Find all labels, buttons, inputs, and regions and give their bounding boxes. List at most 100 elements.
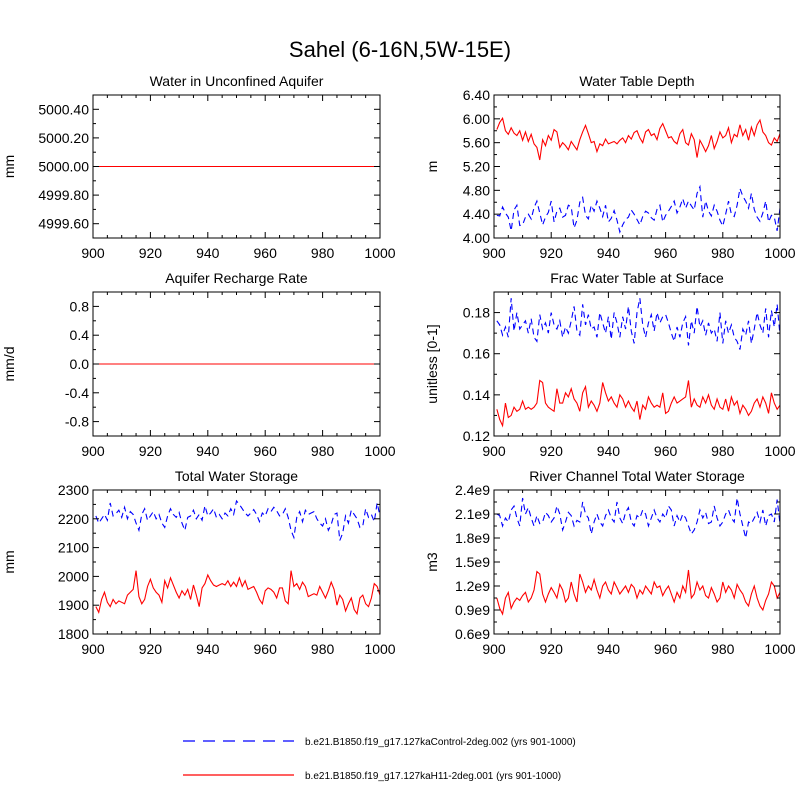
panel-5-ytick-label: 2100 [58, 540, 89, 556]
panel-4-ytick-label: 0.12 [463, 428, 490, 444]
panel-5-title: Total Water Storage [175, 468, 298, 484]
panel-5-xtick-label: 940 [196, 641, 220, 657]
panel-6-ytick-label: 2.4e9 [455, 482, 490, 498]
panel-4-line-h11 [496, 379, 780, 428]
panel-4-xtick-label: 940 [597, 443, 621, 459]
panel-3-ytick-label: 0.0 [70, 356, 90, 372]
panel-6-xtick-label: 940 [597, 641, 621, 657]
panel-4-xtick-label: 900 [482, 443, 506, 459]
panel-3-ytick-label: -0.4 [65, 385, 89, 401]
panel-5: Total Water Storage 900 920 940 960 980 1000 18… [1, 468, 396, 657]
panel-2-xtick-label: 920 [540, 245, 564, 261]
panel-2-line-control [496, 184, 780, 234]
panel-1-ytick-label: 4999.80 [38, 187, 89, 203]
panel-6-ytick-label: 1.5e9 [455, 554, 490, 570]
panel-1-title: Water in Unconfined Aquifer [150, 73, 324, 89]
panel-1-ylabel: mm [1, 155, 17, 178]
panel-4-ytick-label: 0.18 [463, 305, 490, 321]
panel-1: Water in Unconfined Aquifer 900 920 940 960 9… [1, 73, 396, 261]
panel-2: Water Table Depth 900 920 940 960 980 1000 4.00… [424, 73, 796, 261]
panel-2-ytick-label: 6.00 [463, 111, 490, 127]
panel-5-ytick-label: 1800 [58, 626, 89, 642]
panel-4-ytick-label: 0.14 [463, 387, 490, 403]
panel-3-xtick-label: 900 [81, 443, 105, 459]
panel-5-ytick-label: 2300 [58, 482, 89, 498]
panel-2-ytick-label: 5.60 [463, 135, 490, 151]
panel-2-ylabel: m [424, 161, 440, 173]
panel-4: Frac Water Table at Surface 900 920 940 960 9… [424, 270, 796, 459]
panel-2-xtick-label: 980 [711, 245, 735, 261]
panel-4-line-control [496, 298, 780, 350]
panel-5-xtick-label: 900 [81, 641, 105, 657]
panel-3: Aquifer Recharge Rate 900 920 940 960 980 1000… [1, 270, 396, 459]
panel-4-ytick-label: 0.16 [463, 346, 490, 362]
panel-5-ytick-label: 2000 [58, 568, 89, 584]
panel-3-xtick-label: 1000 [364, 443, 395, 459]
panel-5-ytick-label: 1900 [58, 597, 89, 613]
panel-4-title: Frac Water Table at Surface [550, 270, 724, 286]
panel-3-ytick-label: 0.4 [70, 327, 90, 343]
panel-2-series [496, 116, 780, 234]
panel-3-ytick-label: -0.8 [65, 414, 89, 430]
panel-5-series [95, 499, 380, 616]
panel-2-xtick-label: 1000 [764, 245, 795, 261]
panel-1-ytick-label: 5000.20 [38, 130, 89, 146]
legend-control-label: b.e21.B1850.f19_g17.127kaControl-2deg.00… [305, 737, 576, 748]
panel-2-ytick-label: 4.80 [463, 182, 490, 198]
panel-2-ytick-label: 4.00 [463, 230, 490, 246]
panel-6-series [496, 497, 780, 616]
panel-6-xtick-label: 900 [482, 641, 506, 657]
panel-2-frame [493, 94, 781, 239]
panel-2-ytick-label: 5.20 [463, 159, 490, 175]
panels: Water in Unconfined Aquifer 900 920 940 960 9… [1, 73, 796, 657]
legend: b.e21.B1850.f19_g17.127kaControl-2deg.00… [183, 737, 576, 782]
panel-3-xtick-label: 980 [311, 443, 335, 459]
panel-3-ytick-label: 0.8 [70, 298, 90, 314]
panel-5-xtick-label: 920 [139, 641, 163, 657]
panel-1-xtick-label: 900 [81, 245, 105, 261]
panel-1-ytick-label: 5000.00 [38, 159, 89, 175]
panel-4-xtick-label: 980 [711, 443, 735, 459]
panel-6-line-control [496, 497, 780, 539]
panel-6-ylabel: m3 [424, 552, 440, 572]
panel-6-ytick-label: 0.9e9 [455, 602, 490, 618]
panel-1-ytick-label: 4999.60 [38, 216, 89, 232]
panel-1-xtick-label: 960 [254, 245, 278, 261]
panel-2-xtick-label: 940 [597, 245, 621, 261]
panel-5-line-control [95, 499, 380, 541]
panel-3-ylabel: mm/d [1, 347, 17, 382]
panel-2-xtick-label: 900 [482, 245, 506, 261]
panel-2-ytick-label: 6.40 [463, 87, 490, 103]
panel-6-xtick-label: 1000 [764, 641, 795, 657]
panel-5-ylabel: mm [1, 550, 17, 573]
panel-2-line-h11 [496, 116, 780, 161]
panel-3-xtick-label: 940 [196, 443, 220, 459]
panel-6-xtick-label: 920 [540, 641, 564, 657]
panel-6: River Channel Total Water Storage 900 920 9… [424, 468, 796, 657]
panel-6-xtick-label: 980 [711, 641, 735, 657]
panel-2-ytick-label: 4.40 [463, 206, 490, 222]
panel-6-title: River Channel Total Water Storage [529, 468, 745, 484]
panel-3-title: Aquifer Recharge Rate [165, 270, 308, 286]
panel-5-ytick-label: 2200 [58, 511, 89, 527]
panel-6-ytick-label: 0.6e9 [455, 626, 490, 642]
panel-5-xtick-label: 1000 [364, 641, 395, 657]
panel-4-xtick-label: 1000 [764, 443, 795, 459]
panel-6-xtick-label: 960 [654, 641, 678, 657]
panel-5-xtick-label: 980 [311, 641, 335, 657]
panel-5-frame [92, 489, 381, 635]
figure-title: Sahel (6-16N,5W-15E) [289, 37, 511, 62]
panel-6-line-h11 [496, 569, 780, 616]
panel-6-ytick-label: 1.8e9 [455, 530, 490, 546]
panel-4-xtick-label: 920 [540, 443, 564, 459]
panel-4-xtick-label: 960 [654, 443, 678, 459]
panel-3-xtick-label: 920 [139, 443, 163, 459]
panel-4-ylabel: unitless [0-1] [424, 324, 440, 403]
panel-6-frame [493, 489, 781, 635]
panel-2-title: Water Table Depth [579, 73, 694, 89]
panel-2-xtick-label: 960 [654, 245, 678, 261]
panel-5-xtick-label: 960 [254, 641, 278, 657]
panel-6-ytick-label: 1.2e9 [455, 578, 490, 594]
panel-6-ytick-label: 2.1e9 [455, 506, 490, 522]
